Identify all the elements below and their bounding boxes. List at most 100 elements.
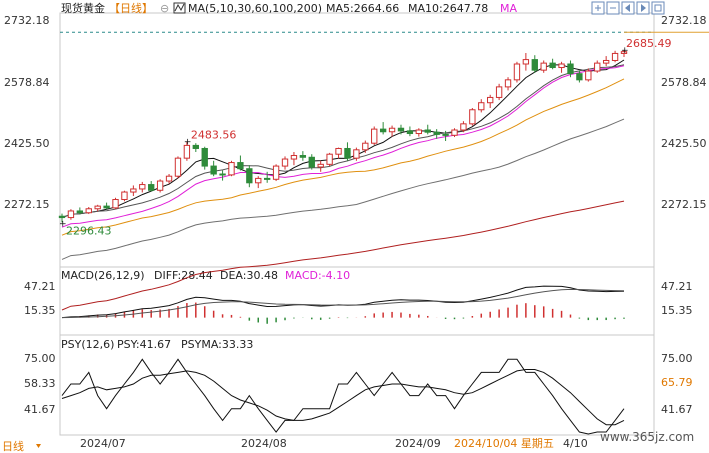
macd-tick-right: 15.35 <box>661 304 693 317</box>
candle-body <box>174 157 182 177</box>
candle-body <box>156 180 164 191</box>
price-panel <box>59 12 655 268</box>
candle-body <box>388 127 396 133</box>
candle-body <box>281 158 289 167</box>
psy-tick-left: 75.00 <box>24 352 56 365</box>
date-tick: 2024/09 <box>395 437 441 450</box>
period-label[interactable]: 【日线】 <box>109 1 153 15</box>
macd-dea-line <box>61 288 625 319</box>
ma-line-ma60 <box>61 78 625 236</box>
annotation-marker: + <box>184 137 192 147</box>
psy-line <box>61 358 625 435</box>
candle-body <box>246 168 253 184</box>
candle-body <box>263 177 271 180</box>
candle-body <box>602 59 610 64</box>
period-tab[interactable]: 日线 <box>2 439 24 453</box>
candle-body <box>165 175 173 182</box>
ma-icon <box>173 2 186 14</box>
candle-body <box>362 142 369 151</box>
candle-body <box>308 156 315 168</box>
candle-body <box>549 62 556 69</box>
candle-body <box>237 162 244 170</box>
candle-body <box>326 153 333 165</box>
candle-body <box>335 147 342 155</box>
macd-tick-left: 47.21 <box>24 280 56 293</box>
candle-body <box>272 165 280 180</box>
ma10-value: MA10:2647.78 <box>408 2 488 15</box>
candle-body <box>433 131 440 135</box>
date-tick: 2024/07 <box>80 437 126 450</box>
candle-body <box>513 63 521 81</box>
candle-body <box>67 210 75 219</box>
candle-body <box>442 133 449 136</box>
candle-body <box>371 128 378 144</box>
psy-panel <box>59 334 655 436</box>
candle-body <box>94 205 101 210</box>
left-arrow-icon[interactable] <box>621 1 635 15</box>
psy-tick-left: 41.67 <box>24 403 56 416</box>
candle-body <box>469 109 476 125</box>
psyma-line <box>61 369 625 426</box>
ma-line-ma100 <box>61 118 625 260</box>
psy-value: PSY:41.67 <box>117 338 171 351</box>
ma-params: MA(5,10,30,60,100,200) <box>188 2 322 15</box>
candle-body <box>415 129 423 135</box>
price-annotation: 2483.56 <box>191 128 237 141</box>
price-annotation: 2685.49 <box>626 37 672 50</box>
watermark: www.365jz.com <box>600 430 694 444</box>
candle-body <box>139 184 146 190</box>
candle-body <box>487 96 494 104</box>
plus-icon[interactable] <box>591 1 605 15</box>
price-tick-right: 2732.18 <box>661 14 707 27</box>
candle-body <box>576 73 583 81</box>
candle-body <box>406 130 414 135</box>
price-tick-left: 2272.15 <box>4 198 50 211</box>
period-dropdown-icon[interactable] <box>36 444 41 448</box>
psyma-value: PSYMA:33.33 <box>181 338 253 351</box>
macd-diff: DIFF:28.44 <box>154 269 213 282</box>
minus-icon[interactable] <box>606 1 620 15</box>
candle-body <box>58 215 66 219</box>
candle-body <box>344 147 351 159</box>
candle-body <box>183 144 191 159</box>
price-tick-right: 2425.50 <box>661 137 707 150</box>
candle-body <box>112 199 119 209</box>
cursor-date: 2024/10/04 星期五 <box>454 437 554 450</box>
candle-body <box>121 191 128 201</box>
psy-title: PSY(12,6) <box>61 338 114 351</box>
price-annotation: 2296.43 <box>66 224 112 237</box>
settings-icon[interactable]: ⊖ <box>160 2 169 15</box>
psy-tick-right: 41.67 <box>661 403 693 416</box>
candle-body <box>379 128 387 133</box>
macd-dea: DEA:30.48 <box>220 269 278 282</box>
psy-tick-left: 58.33 <box>24 377 56 390</box>
candle-body <box>130 188 137 193</box>
psy-tick-right: 65.79 <box>661 376 693 389</box>
candle-body <box>228 162 235 176</box>
candle-body <box>451 129 458 136</box>
price-tick-right: 2578.84 <box>661 76 707 89</box>
instrument-title: 现货黄金 <box>61 1 105 15</box>
candle-body <box>85 208 92 214</box>
candle-body <box>567 63 574 75</box>
right-arrow-icon[interactable] <box>636 1 650 15</box>
candle-body <box>192 144 199 149</box>
candle-body <box>478 102 485 111</box>
price-tick-left: 2578.84 <box>4 76 50 89</box>
candle-body <box>201 147 208 167</box>
expand-icon[interactable] <box>651 1 665 15</box>
candle-body <box>299 155 307 158</box>
annotation-marker: + <box>59 219 67 229</box>
candle-body <box>585 70 592 81</box>
candle-body <box>255 177 262 184</box>
macd-tick-left: 15.35 <box>24 304 56 317</box>
candle-body <box>620 51 628 54</box>
candle-body <box>522 59 530 65</box>
candle-body <box>317 163 324 168</box>
macd-title: MACD(26,12,9) <box>61 269 145 282</box>
candle-body <box>103 205 110 209</box>
candle-body <box>219 173 226 176</box>
candle-body <box>611 52 619 61</box>
